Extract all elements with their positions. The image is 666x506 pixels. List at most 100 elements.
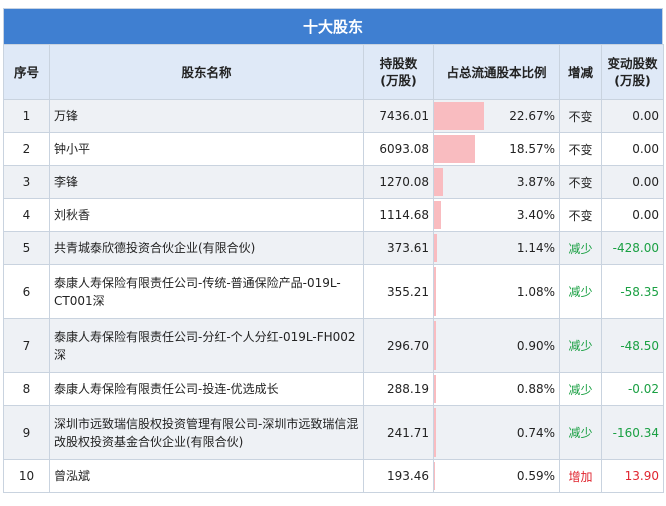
change-type: 不变	[559, 132, 602, 166]
shareholder-name: 万锋	[49, 99, 364, 133]
header-ratio: 占总流通股本比例	[433, 44, 560, 100]
table-row: 5 共青城泰欣德投资合伙企业(有限合伙) 373.61 1.14% 减少 -428.00	[3, 231, 664, 265]
change-amount: -428.00	[601, 231, 664, 265]
header-shares-text: 持股数 (万股)	[379, 56, 418, 88]
ratio-cell: 22.67%	[433, 99, 560, 133]
ratio-bar	[434, 168, 443, 196]
header-change-amount-text: 变动股数 (万股)	[607, 56, 658, 88]
table-row: 6 泰康人寿保险有限责任公司-传统-普通保险产品-019L-CT001深 355.2…	[3, 264, 664, 319]
ratio-cell: 3.87%	[433, 165, 560, 199]
header-row: 序号 股东名称 持股数 (万股) 占总流通股本比例 增减 变动股数 (万股)	[3, 44, 664, 100]
shareholder-panel: 十大股东 序号 股东名称 持股数 (万股) 占总流通股本比例 增减 变动股数 (万股…	[3, 8, 664, 493]
ratio-text: 0.90%	[516, 338, 555, 353]
shares-held: 373.61	[363, 231, 434, 265]
ratio-cell: 3.40%	[433, 198, 560, 232]
change-amount: 13.90	[601, 459, 664, 493]
change-type: 不变	[559, 99, 602, 133]
table-row: 4 刘秋香 1114.68 3.40% 不变 0.00	[3, 198, 664, 232]
shareholder-name: 共青城泰欣德投资合伙企业(有限合伙)	[49, 231, 364, 265]
row-index: 9	[3, 405, 50, 460]
change-type: 不变	[559, 198, 602, 232]
ratio-bar	[434, 135, 475, 163]
shareholder-name: 泰康人寿保险有限责任公司-分红-个人分红-019L-FH002深	[49, 318, 364, 373]
change-type: 减少	[559, 405, 602, 460]
shareholder-name: 泰康人寿保险有限责任公司-传统-普通保险产品-019L-CT001深	[49, 264, 364, 319]
ratio-text: 1.14%	[516, 241, 555, 255]
ratio-text: 1.08%	[516, 284, 555, 299]
shareholder-name: 李锋	[49, 165, 364, 199]
change-type: 减少	[559, 264, 602, 319]
change-type: 减少	[559, 318, 602, 373]
ratio-bar	[434, 267, 437, 316]
ratio-cell: 0.59%	[433, 459, 560, 493]
change-amount: 0.00	[601, 99, 664, 133]
ratio-text: 3.40%	[516, 208, 555, 222]
ratio-bar	[434, 375, 436, 403]
ratio-bar	[434, 234, 437, 262]
table-row: 10 曾泓斌 193.46 0.59% 增加 13.90	[3, 459, 664, 493]
row-index: 7	[3, 318, 50, 373]
row-index: 1	[3, 99, 50, 133]
ratio-cell: 0.74%	[433, 405, 560, 460]
ratio-text: 22.67%	[509, 109, 555, 123]
shares-held: 241.71	[363, 405, 434, 460]
change-amount: 0.00	[601, 165, 664, 199]
ratio-bar	[434, 408, 436, 457]
shares-held: 288.19	[363, 372, 434, 406]
ratio-bar	[434, 201, 442, 229]
change-amount: -58.35	[601, 264, 664, 319]
shares-held: 1114.68	[363, 198, 434, 232]
change-amount: -48.50	[601, 318, 664, 373]
header-change-type: 增减	[559, 44, 602, 100]
table-row: 1 万锋 7436.01 22.67% 不变 0.00	[3, 99, 664, 133]
shares-held: 296.70	[363, 318, 434, 373]
change-type: 减少	[559, 372, 602, 406]
change-amount: -0.02	[601, 372, 664, 406]
row-index: 6	[3, 264, 50, 319]
shares-held: 1270.08	[363, 165, 434, 199]
ratio-cell: 18.57%	[433, 132, 560, 166]
table-row: 3 李锋 1270.08 3.87% 不变 0.00	[3, 165, 664, 199]
header-shares: 持股数 (万股)	[363, 44, 434, 100]
shareholder-name: 深圳市远致瑞信股权投资管理有限公司-深圳市远致瑞信混改股权投资基金合伙企业(有限…	[49, 405, 364, 460]
shareholder-name: 钟小平	[49, 132, 364, 166]
change-type: 增加	[559, 459, 602, 493]
top10-shareholders-table: 序号 股东名称 持股数 (万股) 占总流通股本比例 增减 变动股数 (万股) 1 万锋…	[3, 44, 664, 493]
change-type: 不变	[559, 165, 602, 199]
change-amount: 0.00	[601, 132, 664, 166]
row-index: 3	[3, 165, 50, 199]
shareholder-name: 刘秋香	[49, 198, 364, 232]
row-index: 8	[3, 372, 50, 406]
ratio-bar	[434, 102, 484, 130]
shares-held: 193.46	[363, 459, 434, 493]
header-change-amount: 变动股数 (万股)	[601, 44, 664, 100]
table-row: 2 钟小平 6093.08 18.57% 不变 0.00	[3, 132, 664, 166]
row-index: 10	[3, 459, 50, 493]
row-index: 5	[3, 231, 50, 265]
shares-held: 355.21	[363, 264, 434, 319]
ratio-text: 3.87%	[516, 175, 555, 189]
ratio-cell: 1.08%	[433, 264, 560, 319]
row-index: 2	[3, 132, 50, 166]
shares-held: 6093.08	[363, 132, 434, 166]
change-amount: -160.34	[601, 405, 664, 460]
ratio-cell: 0.88%	[433, 372, 560, 406]
table-row: 8 泰康人寿保险有限责任公司-投连-优选成长 288.19 0.88% 减少 -0.02	[3, 372, 664, 406]
ratio-text: 0.74%	[516, 425, 555, 440]
shareholder-name: 曾泓斌	[49, 459, 364, 493]
ratio-bar	[434, 321, 436, 370]
table-row: 7 泰康人寿保险有限责任公司-分红-个人分红-019L-FH002深 296.70 0…	[3, 318, 664, 373]
row-index: 4	[3, 198, 50, 232]
ratio-cell: 1.14%	[433, 231, 560, 265]
header-idx: 序号	[3, 44, 50, 100]
change-type: 减少	[559, 231, 602, 265]
ratio-cell: 0.90%	[433, 318, 560, 373]
table-title: 十大股东	[3, 8, 663, 44]
change-amount: 0.00	[601, 198, 664, 232]
shareholder-name: 泰康人寿保险有限责任公司-投连-优选成长	[49, 372, 364, 406]
ratio-text: 18.57%	[509, 142, 555, 156]
header-name: 股东名称	[49, 44, 364, 100]
table-row: 9 深圳市远致瑞信股权投资管理有限公司-深圳市远致瑞信混改股权投资基金合伙企业(有…	[3, 405, 664, 460]
ratio-text: 0.88%	[516, 382, 555, 396]
ratio-bar	[434, 462, 436, 490]
